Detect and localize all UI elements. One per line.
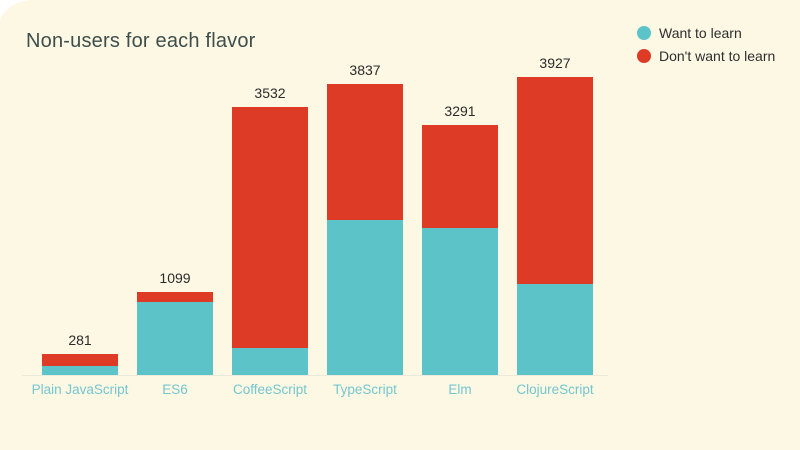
plot-area: Plain JavaScript 281 ES6 1099 CoffeeScript 35… (32, 55, 594, 397)
bar-group: 3927 (517, 55, 593, 375)
bar-total-label: 3291 (444, 103, 476, 120)
bar-segment-don-t-want-to-learn (42, 353, 118, 366)
legend: Want to learn Don't want to learn (637, 25, 775, 71)
x-axis-line (22, 375, 608, 376)
bar-segment-want-to-learn (517, 284, 593, 375)
x-axis-label: TypeScript (333, 382, 397, 397)
bar-group: 281 (42, 77, 118, 375)
bar-segment-don-t-want-to-learn (517, 77, 593, 285)
x-axis-label: CoffeeScript (232, 382, 308, 397)
bar-segment-want-to-learn (422, 228, 498, 375)
legend-label: Don't want to learn (659, 48, 776, 64)
legend-label: Want to learn (659, 25, 742, 41)
bar-segment-don-t-want-to-learn (137, 291, 213, 303)
bar-segment-don-t-want-to-learn (232, 106, 308, 349)
x-axis-label: Elm (448, 382, 472, 397)
bar-segment-want-to-learn (232, 348, 308, 375)
legend-dot-icon (637, 26, 651, 40)
bar-total-label: 281 (68, 331, 92, 348)
bar-segment-want-to-learn (327, 220, 403, 375)
bar-total-label: 3927 (539, 55, 571, 71)
bar-segment-want-to-learn (137, 302, 213, 375)
bar-group: 1099 (137, 77, 213, 375)
legend-dot-icon (637, 49, 651, 63)
bar-group: 3837 (327, 62, 403, 375)
bar-total-label: 3837 (349, 61, 381, 78)
bar-segment-don-t-want-to-learn (422, 125, 498, 229)
bar-total-label: 3532 (254, 84, 286, 101)
x-axis-label: Plain JavaScript (31, 382, 129, 397)
chart-title: Non-users for each flavor (26, 30, 256, 52)
legend-item-want-to-learn[interactable]: Want to learn (637, 25, 775, 41)
legend-item-don-t-want-to-learn[interactable]: Don't want to learn (637, 48, 775, 64)
x-axis-label: ClojureScript (516, 382, 594, 397)
bar-group: 3291 (422, 77, 498, 375)
bar-group: 3532 (232, 77, 308, 375)
bar-total-label: 1099 (159, 269, 191, 286)
bar-segment-want-to-learn (42, 365, 118, 375)
bar-segment-don-t-want-to-learn (327, 83, 403, 221)
x-axis-label: ES6 (162, 382, 188, 397)
